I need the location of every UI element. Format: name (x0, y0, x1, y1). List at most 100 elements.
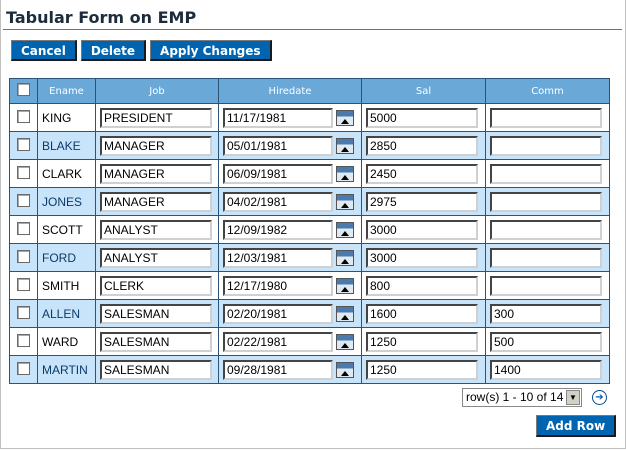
hiredate-cell: 05/01/1981 (218, 131, 362, 160)
sal-input[interactable]: 2975 (366, 191, 478, 212)
column-header-ename[interactable]: Ename (37, 78, 96, 104)
calendar-icon[interactable] (336, 277, 354, 294)
hiredate-input[interactable]: 02/22/1981 (223, 331, 333, 352)
job-input[interactable]: SALESMAN (100, 331, 212, 352)
row-checkbox[interactable] (17, 165, 30, 179)
sal-input[interactable]: 2450 (366, 163, 478, 184)
comm-input[interactable] (490, 163, 602, 184)
job-input[interactable]: SALESMAN (100, 303, 212, 324)
sal-input[interactable]: 800 (366, 275, 478, 296)
table-row: CLARK MANAGER 06/09/1981 2450 (9, 159, 610, 188)
row-checkbox[interactable] (17, 221, 30, 235)
select-all-checkbox[interactable] (17, 83, 30, 96)
job-cell: CLERK (95, 271, 219, 300)
ename-cell: KING (37, 103, 96, 132)
comm-input[interactable]: 500 (490, 331, 602, 352)
calendar-icon[interactable] (336, 249, 354, 266)
column-header-job[interactable]: Job (95, 78, 219, 104)
hiredate-input[interactable]: 09/28/1981 (223, 359, 333, 380)
sal-input[interactable]: 3000 (366, 247, 478, 268)
sal-input[interactable]: 2850 (366, 135, 478, 156)
table-row: SCOTT ANALYST 12/09/1982 3000 (9, 215, 610, 244)
row-select-cell (9, 271, 38, 300)
row-checkbox[interactable] (17, 361, 30, 375)
sal-cell: 2450 (361, 159, 486, 188)
column-header-hiredate[interactable]: Hiredate (218, 78, 362, 104)
comm-input[interactable]: 300 (490, 303, 602, 324)
calendar-icon[interactable] (336, 109, 354, 126)
comm-input[interactable] (490, 107, 602, 128)
calendar-icon[interactable] (336, 137, 354, 154)
row-checkbox[interactable] (17, 277, 30, 291)
hiredate-cell: 02/22/1981 (218, 327, 362, 356)
hiredate-input[interactable]: 12/17/1980 (223, 275, 333, 296)
job-input[interactable]: PRESIDENT (100, 107, 212, 128)
row-checkbox[interactable] (17, 333, 30, 347)
job-input[interactable]: MANAGER (100, 163, 212, 184)
table-row: BLAKE MANAGER 05/01/1981 2850 (9, 131, 610, 160)
calendar-icon[interactable] (336, 221, 354, 238)
sal-input[interactable]: 1250 (366, 359, 478, 380)
comm-input[interactable] (490, 275, 602, 296)
delete-button[interactable]: Delete (80, 40, 147, 61)
sal-input[interactable]: 3000 (366, 219, 478, 240)
ename-cell: BLAKE (37, 131, 96, 160)
chevron-down-icon[interactable]: ▼ (566, 390, 580, 405)
column-header-sal[interactable]: Sal (361, 78, 486, 104)
row-checkbox[interactable] (17, 137, 30, 151)
hiredate-input[interactable]: 04/02/1981 (223, 191, 333, 212)
comm-input[interactable] (490, 219, 602, 240)
hiredate-input[interactable]: 02/20/1981 (223, 303, 333, 324)
calendar-icon[interactable] (336, 305, 354, 322)
table-row: JONES MANAGER 04/02/1981 2975 (9, 187, 610, 216)
apply-changes-button[interactable]: Apply Changes (150, 40, 272, 61)
calendar-icon[interactable] (336, 333, 354, 350)
row-select-cell (9, 103, 38, 132)
ename-cell: MARTIN (37, 355, 96, 384)
job-cell: PRESIDENT (95, 103, 219, 132)
job-input[interactable]: CLERK (100, 275, 212, 296)
table-row: SMITH CLERK 12/17/1980 800 (9, 271, 610, 300)
job-cell: SALESMAN (95, 355, 219, 384)
ename-cell: ALLEN (37, 299, 96, 328)
row-checkbox[interactable] (17, 109, 30, 123)
row-checkbox[interactable] (17, 249, 30, 263)
cancel-button[interactable]: Cancel (11, 40, 77, 61)
column-header-comm[interactable]: Comm (485, 78, 610, 104)
sal-cell: 1250 (361, 355, 486, 384)
ename-cell: JONES (37, 187, 96, 216)
job-input[interactable]: ANALYST (100, 219, 212, 240)
comm-cell: 300 (485, 299, 610, 328)
hiredate-input[interactable]: 06/09/1981 (223, 163, 333, 184)
calendar-icon[interactable] (336, 361, 354, 378)
calendar-icon[interactable] (336, 165, 354, 182)
comm-input[interactable] (490, 135, 602, 156)
hiredate-input[interactable]: 05/01/1981 (223, 135, 333, 156)
next-page-icon[interactable]: ➔ (592, 390, 607, 405)
row-checkbox[interactable] (17, 193, 30, 207)
row-select-cell (9, 355, 38, 384)
ename-cell: WARD (37, 327, 96, 356)
job-input[interactable]: MANAGER (100, 191, 212, 212)
hiredate-input[interactable]: 11/17/1981 (223, 107, 333, 128)
row-checkbox[interactable] (17, 305, 30, 319)
job-cell: MANAGER (95, 131, 219, 160)
row-select-cell (9, 243, 38, 272)
comm-cell (485, 215, 610, 244)
calendar-icon[interactable] (336, 193, 354, 210)
job-input[interactable]: SALESMAN (100, 359, 212, 380)
sal-input[interactable]: 5000 (366, 107, 478, 128)
job-input[interactable]: ANALYST (100, 247, 212, 268)
hiredate-input[interactable]: 12/03/1981 (223, 247, 333, 268)
sal-input[interactable]: 1600 (366, 303, 478, 324)
hiredate-cell: 12/17/1980 (218, 271, 362, 300)
job-input[interactable]: MANAGER (100, 135, 212, 156)
sal-input[interactable]: 1250 (366, 331, 478, 352)
pagination-select[interactable]: row(s) 1 - 10 of 14 ▼ (462, 388, 582, 407)
comm-input[interactable] (490, 247, 602, 268)
add-row-button[interactable]: Add Row (536, 415, 617, 437)
comm-input[interactable]: 1400 (490, 359, 602, 380)
sal-cell: 1600 (361, 299, 486, 328)
comm-input[interactable] (490, 191, 602, 212)
hiredate-input[interactable]: 12/09/1982 (223, 219, 333, 240)
